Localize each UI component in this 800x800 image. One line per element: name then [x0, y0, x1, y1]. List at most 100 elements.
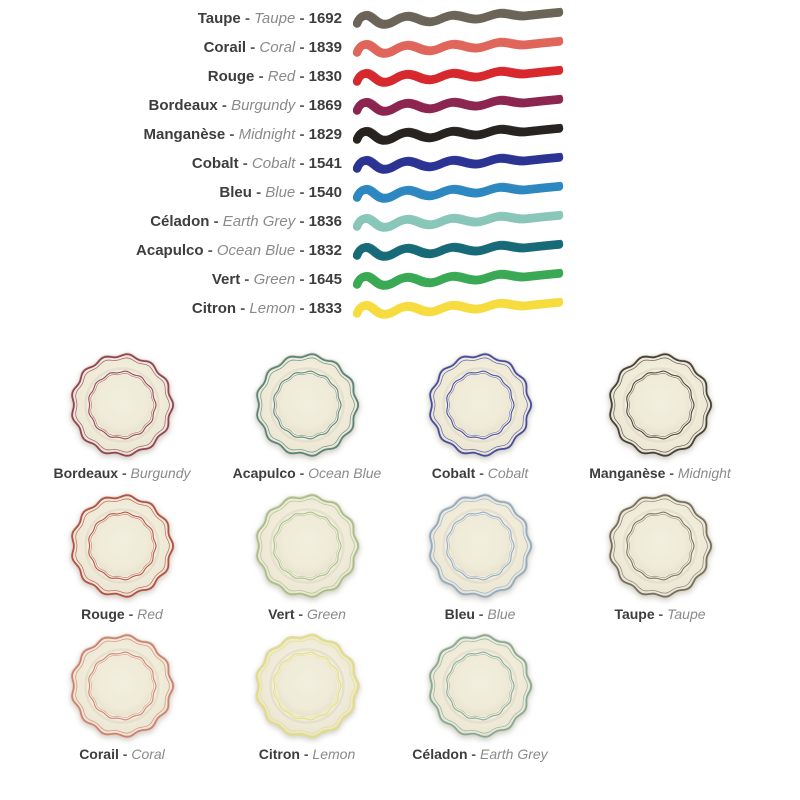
color-swatch-row: Manganèse - Midnight - 1829	[0, 120, 800, 149]
label-separator: -	[209, 213, 223, 230]
plate-image	[607, 493, 713, 599]
color-name-english: Lemon	[249, 300, 296, 317]
plate-label: Vert - Green	[222, 606, 392, 622]
paint-stroke-swatch-icon	[353, 297, 564, 319]
color-name-french: Citron	[258, 746, 300, 762]
label-separator: -	[475, 465, 488, 481]
color-label: Céladon - Earth Grey - 1836	[0, 207, 342, 236]
plate-item-taupe: Taupe - Taupe	[575, 493, 745, 622]
label-separator: -	[246, 39, 260, 56]
plate-label: Acapulco - Ocean Blue	[222, 465, 392, 481]
color-name-english: Burgundy	[130, 465, 191, 481]
plate-item-celadon: Céladon - Earth Grey	[395, 633, 565, 762]
plate-label: Bleu - Blue	[395, 606, 565, 622]
plate-item-manganese: Manganèse - Midnight	[575, 352, 745, 481]
paint-stroke-swatch-icon	[353, 181, 564, 203]
label-separator: -	[236, 300, 250, 317]
color-name-french: Rouge	[81, 606, 125, 622]
color-name-french: Acapulco	[232, 465, 296, 481]
color-name-english: Coral	[131, 746, 165, 762]
color-reference-code: 1830	[308, 68, 342, 85]
plate-item-cobalt: Cobalt - Cobalt	[395, 352, 565, 481]
color-name-french: Cobalt	[191, 155, 239, 172]
color-reference-code: 1832	[308, 242, 342, 259]
plate-image	[607, 352, 713, 458]
plate-image	[427, 352, 533, 458]
color-name-french: Corail	[79, 746, 119, 762]
color-name-french: Manganèse	[589, 465, 666, 481]
paint-stroke-swatch-icon	[353, 210, 564, 232]
color-name-english: Earth Grey	[479, 746, 548, 762]
color-name-french: Bleu	[219, 184, 252, 201]
label-separator: -	[295, 10, 309, 27]
color-swatch-row: Céladon - Earth Grey - 1836	[0, 207, 800, 236]
color-name-french: Céladon	[150, 213, 210, 230]
plate-label: Rouge - Red	[37, 606, 207, 622]
color-swatch-list: Taupe - Taupe - 1692 Corail - Coral - 18…	[0, 4, 800, 323]
color-swatch-row: Cobalt - Cobalt - 1541	[0, 149, 800, 178]
filet-plate-icon	[608, 493, 713, 599]
paint-stroke-swatch-icon	[353, 65, 564, 87]
filet-plate-icon	[70, 493, 175, 599]
color-reference-code: 1833	[308, 300, 342, 317]
label-separator: -	[295, 97, 309, 114]
plate-label: Cobalt - Cobalt	[395, 465, 565, 481]
plate-image	[427, 633, 533, 739]
color-swatch-row: Taupe - Taupe - 1692	[0, 4, 800, 33]
color-name-english: Taupe	[667, 606, 706, 622]
filet-plate-icon	[255, 352, 360, 458]
color-name-french: Acapulco	[136, 242, 204, 259]
color-name-english: Cobalt	[251, 155, 296, 172]
color-name-french: Citron	[191, 300, 237, 317]
label-separator: -	[295, 39, 309, 56]
color-name-english: Ocean Blue	[308, 465, 382, 481]
label-separator: -	[295, 271, 309, 288]
label-separator: -	[217, 97, 232, 114]
label-separator: -	[203, 242, 217, 259]
plate-image	[69, 633, 175, 739]
label-separator: -	[254, 68, 268, 85]
label-separator: -	[295, 213, 309, 230]
color-label: Bordeaux - Burgundy - 1869	[0, 91, 342, 120]
color-reference-code: 1839	[308, 39, 342, 56]
color-name-english: Burgundy	[231, 97, 296, 114]
paint-stroke-swatch-icon	[353, 152, 564, 174]
color-name-french: Taupe	[614, 606, 655, 622]
label-separator: -	[295, 184, 309, 201]
color-name-english: Coral	[259, 39, 296, 56]
color-reference-code: 1829	[308, 126, 342, 143]
color-swatch-row: Rouge - Red - 1830	[0, 62, 800, 91]
label-separator: -	[654, 606, 668, 622]
color-name-english: Blue	[265, 184, 296, 201]
color-name-english: Green	[307, 606, 346, 622]
color-name-english: Midnight	[238, 126, 296, 143]
color-label: Citron - Lemon - 1833	[0, 294, 342, 323]
label-separator: -	[295, 155, 309, 172]
plate-label: Corail - Coral	[37, 746, 207, 762]
color-name-french: Vert	[211, 271, 241, 288]
color-name-english: Blue	[487, 606, 516, 622]
plate-item-citron: Citron - Lemon	[222, 633, 392, 762]
plate-label: Manganèse - Midnight	[575, 465, 745, 481]
filet-plate-icon	[428, 633, 533, 739]
label-separator: -	[299, 746, 313, 762]
filet-plate-icon	[608, 352, 713, 458]
color-name-english: Ocean Blue	[216, 242, 296, 259]
color-label: Cobalt - Cobalt - 1541	[0, 149, 342, 178]
plate-item-bordeaux: Bordeaux - Burgundy	[37, 352, 207, 481]
color-label: Bleu - Blue - 1540	[0, 178, 342, 207]
color-name-french: Taupe	[197, 10, 241, 27]
color-name-english: Red	[137, 606, 163, 622]
plate-item-bleu: Bleu - Blue	[395, 493, 565, 622]
label-separator: -	[251, 184, 266, 201]
color-reference-code: 1540	[308, 184, 342, 201]
label-separator: -	[124, 606, 138, 622]
color-name-english: Lemon	[312, 746, 356, 762]
label-separator: -	[295, 68, 309, 85]
paint-stroke-swatch-icon	[353, 123, 564, 145]
label-separator: -	[240, 271, 254, 288]
label-separator: -	[238, 155, 252, 172]
plate-item-corail: Corail - Coral	[37, 633, 207, 762]
color-swatch-row: Citron - Lemon - 1833	[0, 294, 800, 323]
